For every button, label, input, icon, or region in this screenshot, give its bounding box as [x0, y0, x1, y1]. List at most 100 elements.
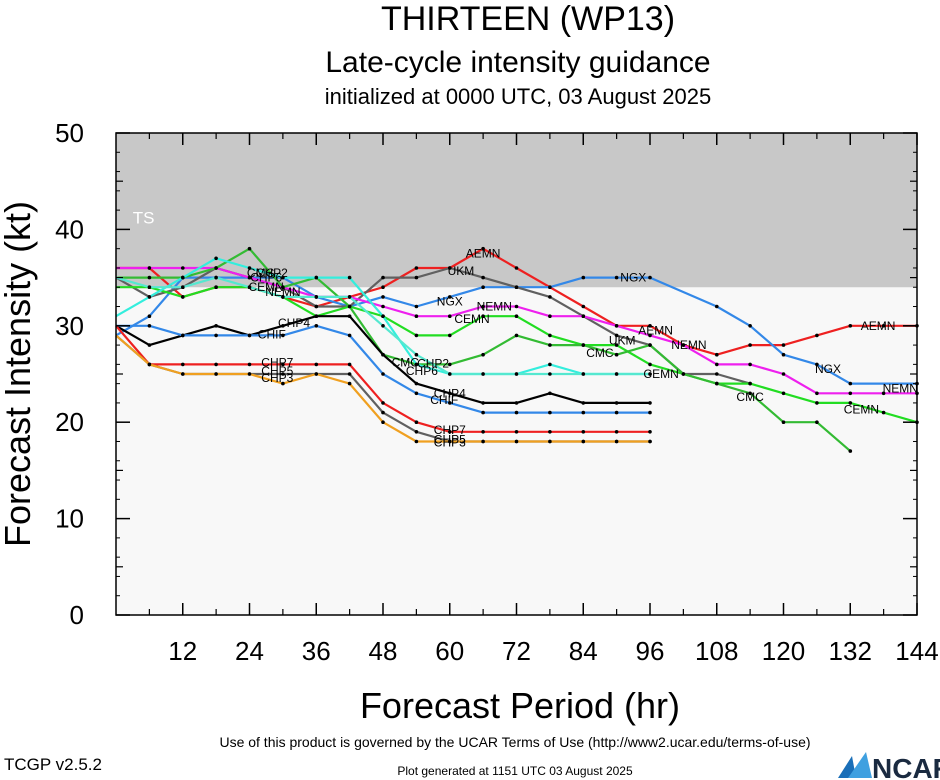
- data-point-chp7: [381, 401, 385, 405]
- data-point-chp2: [247, 266, 252, 270]
- y-tick-label: 30: [55, 311, 84, 341]
- data-point-chp6: [314, 295, 319, 299]
- data-point-nemn: [715, 362, 719, 367]
- x-axis-title: Forecast Period (hr): [360, 685, 680, 726]
- data-point-cemn: [448, 333, 452, 338]
- plot-generated-time: Plot generated at 1151 UTC 03 August 202…: [397, 764, 633, 778]
- data-point-ukm: [548, 295, 552, 299]
- data-point-ukm: [381, 275, 385, 280]
- data-point-chp4: [314, 314, 319, 319]
- data-point-chp6: [147, 285, 152, 290]
- data-point-chp3: [314, 372, 319, 376]
- series-label-ngx: NGX: [815, 362, 841, 376]
- data-point-chif: [147, 324, 152, 328]
- data-point-chp3: [514, 439, 519, 444]
- data-point-chif: [381, 372, 385, 376]
- data-point-chif: [314, 324, 319, 328]
- data-point-aemn: [815, 333, 819, 338]
- data-point-ngx: [648, 275, 652, 280]
- series-label-chp3: CHP3: [261, 371, 293, 385]
- data-point-chif: [281, 333, 285, 338]
- data-point-ukm: [715, 372, 719, 376]
- x-tick-label: 84: [569, 636, 598, 666]
- series-label-cmc: CMC: [247, 266, 275, 280]
- data-point-chp7: [514, 430, 519, 434]
- data-point-chif: [448, 401, 452, 405]
- data-point-chp6: [414, 352, 419, 357]
- data-point-chp6: [181, 285, 185, 290]
- data-point-cemn: [414, 333, 419, 338]
- data-point-nemn: [147, 266, 152, 270]
- data-point-chp2: [414, 362, 419, 367]
- series-label-ngx: NGX: [620, 271, 646, 285]
- data-point-chp5: [381, 410, 385, 415]
- y-tick-label: 40: [55, 214, 84, 244]
- series-label-ngx: NGX: [437, 295, 463, 309]
- series-label-nemn: NEMN: [477, 300, 512, 314]
- axis-ticks-group: 12 24 36 48 60 72 84 96 108 120 132 144 0 10 20 30 40 50: [55, 118, 939, 666]
- data-point-chp3: [448, 439, 452, 444]
- data-point-chp4: [347, 314, 352, 319]
- series-label-cemn: CEMN: [454, 312, 489, 326]
- data-point-nemn: [748, 362, 752, 367]
- data-point-cemn: [514, 314, 519, 319]
- data-point-cmc: [648, 343, 652, 347]
- series-label-cemn: CEMN: [249, 280, 284, 294]
- data-point-chp4: [281, 324, 285, 328]
- data-point-chp3: [347, 381, 352, 386]
- data-point-chif: [247, 333, 252, 338]
- data-point-nemn: [815, 391, 819, 396]
- data-point-cemn: [614, 343, 619, 347]
- data-point-chp7: [481, 430, 485, 434]
- x-tick-label: 120: [762, 636, 805, 666]
- data-point-cemn: [781, 391, 786, 396]
- data-point-cmc: [681, 372, 686, 376]
- data-point-cmc: [514, 333, 519, 338]
- series-label-ukm: UKM: [448, 264, 475, 278]
- series-label-chp4: CHP4: [278, 316, 310, 330]
- chart-title: THIRTEEN (WP13): [381, 0, 675, 38]
- data-point-chp7: [448, 430, 452, 434]
- data-point-chp7: [181, 362, 185, 367]
- data-point-ngx: [414, 304, 419, 309]
- data-point-chp3: [247, 372, 252, 376]
- data-point-cemn: [815, 401, 819, 405]
- ts-band-label: TS: [133, 209, 155, 228]
- data-point-chp6: [247, 285, 252, 290]
- version-label: TCGP v2.5.2: [4, 755, 102, 774]
- data-point-chp4: [448, 391, 452, 396]
- x-tick-label: 132: [829, 636, 872, 666]
- data-point-cmc: [781, 420, 786, 425]
- data-point-chp7: [314, 362, 319, 367]
- series-label-chif: CHIF: [258, 328, 286, 342]
- data-point-chp6: [481, 372, 485, 376]
- data-point-chp5: [347, 372, 352, 376]
- data-point-chp3: [548, 439, 552, 444]
- x-tick-label: 24: [235, 636, 264, 666]
- data-point-chp7: [614, 430, 619, 434]
- data-point-nemn: [448, 314, 452, 319]
- data-point-ukm: [481, 275, 485, 280]
- data-point-chp3: [648, 439, 652, 444]
- data-point-chp4: [614, 401, 619, 405]
- data-point-ngx: [715, 304, 719, 309]
- series-label-chp3: CHP3: [434, 435, 466, 449]
- data-point-aemn: [881, 324, 886, 328]
- data-point-chp2: [548, 362, 552, 367]
- chart-subtitle: Late-cycle intensity guidance: [325, 46, 710, 79]
- terms-notice: Use of this product is governed by the U…: [219, 734, 810, 750]
- series-label-chp2: CHP2: [256, 266, 288, 280]
- y-tick-label: 50: [55, 118, 84, 148]
- data-point-ukm: [314, 304, 319, 309]
- series-label-chp6: CHP6: [406, 364, 438, 378]
- y-tick-label: 10: [55, 504, 84, 534]
- data-point-chp3: [481, 439, 485, 444]
- data-point-chp2: [314, 275, 319, 280]
- data-point-ngx: [614, 275, 619, 280]
- data-point-cmc: [548, 343, 552, 347]
- series-label-nemn: NEMN: [883, 382, 918, 396]
- data-point-chp6: [214, 275, 218, 280]
- data-point-chp4: [214, 324, 218, 328]
- data-point-nemn: [247, 275, 252, 280]
